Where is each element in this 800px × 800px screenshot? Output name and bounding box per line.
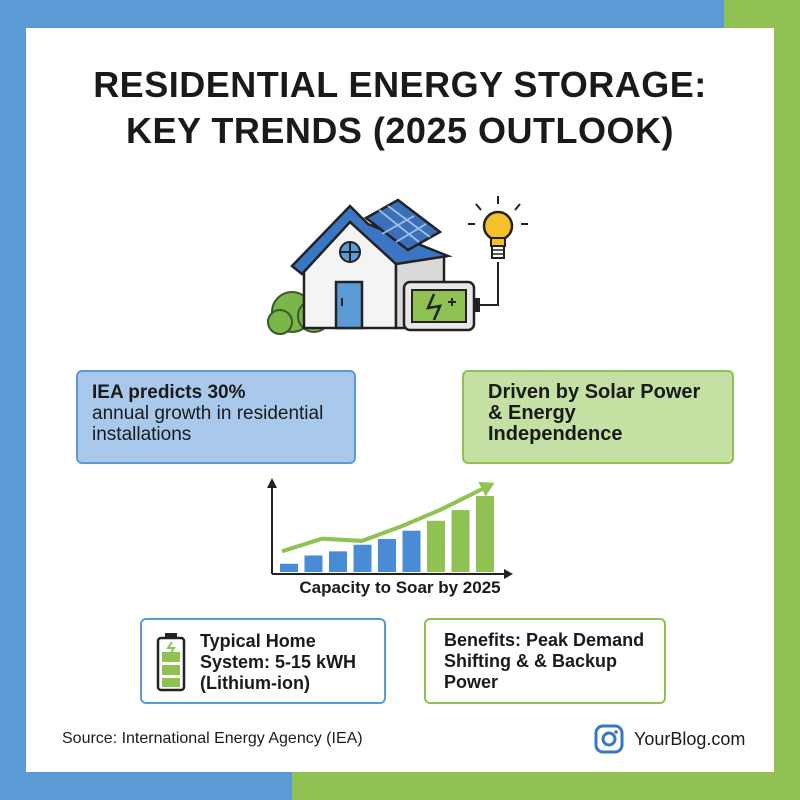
growth-callout-line-2: annual growth in residential installatio…	[92, 403, 324, 445]
growth-callout: IEA predicts 30% annual growth in reside…	[76, 370, 356, 464]
chart-y-arrow	[267, 478, 277, 488]
chart-bar	[451, 510, 470, 572]
chart-bar	[402, 530, 421, 572]
capacity-chart	[267, 478, 513, 579]
chart-x-arrow	[504, 569, 513, 579]
chart-bar	[329, 551, 347, 572]
solar-panel-icon	[363, 198, 443, 252]
house-icon	[290, 204, 453, 330]
title-line-2: KEY TRENDS (2025 OUTLOOK)	[126, 110, 674, 151]
drivers-callout-text: Driven by Solar Power & Energy Independe…	[488, 381, 701, 445]
chart-bar	[476, 496, 494, 572]
system-callout: Typical Home System: 5-15 kWH (Lithium-i…	[140, 618, 386, 704]
chart-trend-line	[281, 487, 483, 554]
source-note: Source: International Energy Agency (IEA…	[62, 730, 363, 747]
chart-bar	[378, 538, 396, 572]
instagram-icon	[594, 724, 624, 754]
brand-link[interactable]: YourBlog.com	[594, 724, 745, 754]
chart-trend-arrow	[478, 481, 495, 497]
system-callout-text: Typical Home System: 5-15 kWH (Lithium-i…	[200, 631, 357, 693]
brand-text: YourBlog.com	[634, 728, 746, 749]
chart-bar	[304, 555, 323, 572]
chart-caption: Capacity to Soar by 2025	[299, 578, 501, 597]
benefits-callout: Benefits: Peak Demand Shifting & & Backu…	[424, 618, 666, 704]
benefits-callout-text: Benefits: Peak Demand Shifting & & Backu…	[444, 630, 645, 692]
chart-bar	[353, 544, 372, 572]
battery-icon	[156, 633, 186, 692]
background-green-bottom	[292, 772, 800, 800]
hero-illustration	[267, 196, 528, 335]
growth-callout-line-1: IEA predicts 30%	[92, 382, 246, 403]
page-title: RESIDENTIAL ENERGY STORAGE: KEY TRENDS (…	[0, 62, 800, 154]
title-line-1: RESIDENTIAL ENERGY STORAGE:	[93, 64, 707, 105]
battery-icon	[402, 262, 499, 332]
chart-bar	[427, 520, 445, 572]
drivers-callout: Driven by Solar Power & Energy Independe…	[462, 370, 734, 464]
light-bulb-icon	[468, 196, 528, 259]
chart-bar	[280, 563, 298, 572]
